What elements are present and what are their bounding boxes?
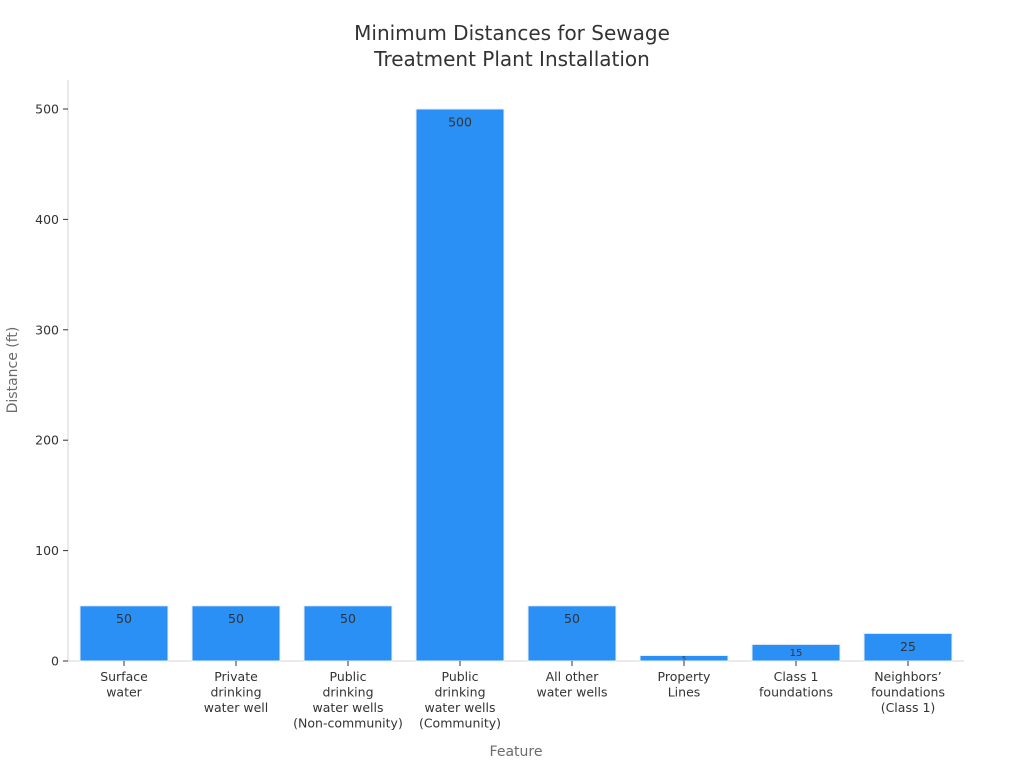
y-tick-label: 100 — [35, 543, 59, 558]
y-tick-label: 500 — [35, 102, 59, 117]
bar — [863, 632, 953, 662]
bar — [415, 108, 505, 662]
x-tick-label: Public drinking water wells (Community) — [419, 669, 501, 731]
x-tick-label: Neighbors’ foundations (Class 1) — [871, 669, 945, 715]
bar-value-label: 5 — [682, 655, 686, 662]
ticks: Surface water Private drinking water well Pub… — [35, 102, 945, 731]
y-tick-label: 300 — [35, 322, 59, 337]
chart-title: Minimum Distances for Sewage Treatment P… — [354, 21, 670, 71]
x-tick-label: Surface water — [100, 669, 148, 700]
chart-title-line-2: Treatment Plant Installation — [373, 47, 650, 71]
x-axis-label: Feature — [490, 744, 543, 760]
bar — [527, 605, 617, 662]
chart-title-line-1: Minimum Distances for Sewage — [354, 21, 670, 45]
x-tick-label: Property Lines — [658, 669, 711, 700]
bar-value-label: 50 — [116, 611, 132, 626]
x-tick-label: Private drinking water well — [204, 669, 268, 715]
bar — [303, 605, 393, 662]
bar-value-label: 500 — [448, 114, 472, 129]
bar-value-label: 50 — [228, 611, 244, 626]
x-tick-label: Public drinking water wells (Non-community) — [293, 669, 403, 731]
x-tick-label: Class 1 foundations — [759, 669, 833, 700]
bar-value-label: 50 — [340, 611, 356, 626]
y-axis-label: Distance (ft) — [5, 327, 21, 414]
bars: 50 50 50 500 50 5 15 25 — [79, 108, 953, 662]
y-tick-label: 0 — [51, 654, 59, 669]
y-tick-label: 400 — [35, 212, 59, 227]
bar — [191, 605, 281, 662]
bar — [79, 605, 169, 662]
bar-value-label: 50 — [564, 611, 580, 626]
bar-value-label: 15 — [790, 648, 803, 659]
bar-value-label: 25 — [900, 639, 916, 654]
y-tick-label: 200 — [35, 433, 59, 448]
x-tick-label: All other water wells — [537, 669, 608, 700]
